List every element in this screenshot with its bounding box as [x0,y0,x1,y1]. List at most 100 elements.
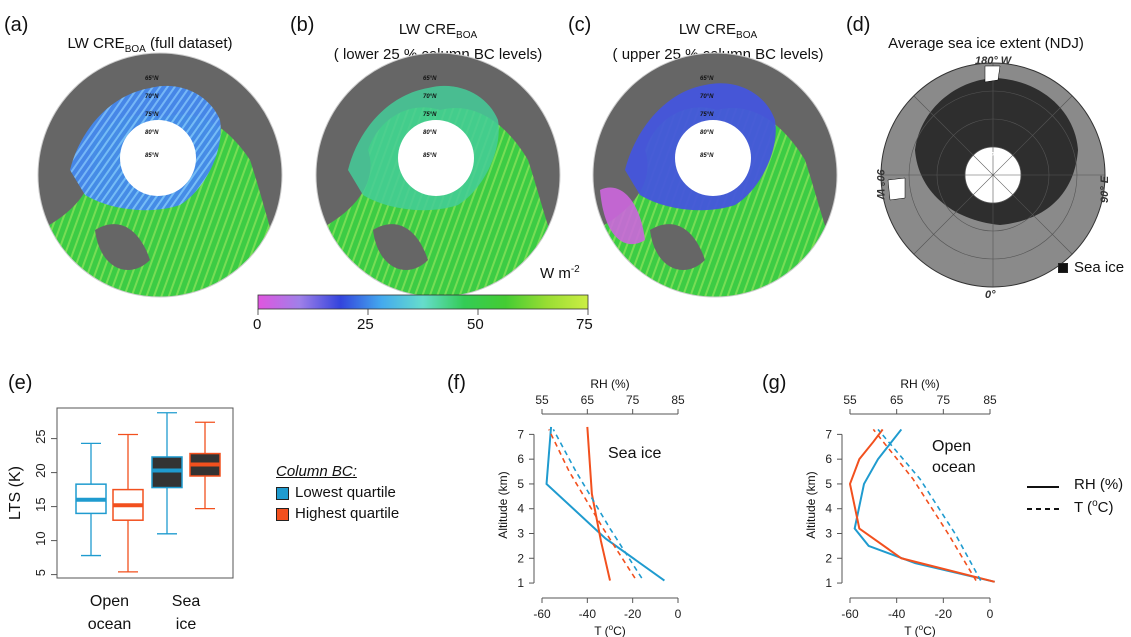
y-tick-label: 10 [33,531,48,545]
colorbar-unit: W m-2 [540,264,580,282]
y-tick-label: 2 [825,551,832,565]
map-d-lon-bottom: 0° [985,289,996,301]
map-d-lon-right: 90° E [1099,175,1111,203]
column-bc-legend-item-highest: Highest quartile [276,505,399,522]
lat-label: 85°N [700,153,714,159]
lat-label: 65°N [700,76,714,82]
y-axis-label: LTS (K) [7,466,24,520]
series-line [548,429,636,579]
y-tick-label: 5 [33,569,48,576]
panel-annotation: Open [932,438,971,455]
y-tick-label: 4 [517,502,524,516]
y-tick-label: 20 [33,463,48,477]
colorbar-ticks [257,309,589,315]
panel-d-title: Average sea ice extent (NDJ) [888,35,1084,52]
panel-a-title: LW CREBOA (full dataset) [67,35,233,55]
lat-label: 75°N [423,112,437,118]
x-tick-label: -40 [888,607,906,621]
x-axis-label-bottom: T (oC) [594,623,626,637]
y-axis-label: Altitude (km) [804,471,818,538]
lat-label: 75°N [145,112,159,118]
map-b [316,53,560,297]
sea-ice-legend: Sea ice [1058,259,1124,276]
x-tick-label: -60 [841,607,859,621]
lat-label: 85°N [423,153,437,159]
panel-annotation: ocean [932,459,976,476]
lat-label: 70°N [145,94,159,100]
map-a [38,53,282,297]
x-tick-label-top: 85 [983,393,997,407]
maps-svg: 65°N 70°N 75°N 80°N 85°N 65°N 70°N 75°N … [37,52,1111,315]
series-line [848,428,995,583]
x-tick-label: 0 [987,607,994,621]
x-tick-label-top: 65 [581,393,595,407]
series-line [545,426,665,582]
y-tick-label: 2 [517,551,524,565]
lat-label: 65°N [145,76,159,82]
y-tick-label: 1 [517,576,524,590]
lat-label: 75°N [700,112,714,118]
category-label: ocean [88,616,132,633]
y-tick-label: 3 [517,526,524,540]
legend-rh: RH (%) [1074,476,1124,493]
highest-swatch [276,507,289,521]
series-line [872,428,977,581]
x-tick-label: -20 [935,607,953,621]
x-tick-label-top: 75 [937,393,951,407]
x-tick-label: -40 [579,607,597,621]
category-label: Open [90,593,129,610]
colorbar-tick-label: 25 [357,316,374,333]
lat-label: 80°N [700,130,714,136]
column-bc-legend-item-lowest: Lowest quartile [276,484,396,501]
y-tick-label: 6 [825,452,832,466]
series-line [552,429,643,579]
legend-t: T (oC) [1074,498,1114,516]
lat-label: 65°N [423,76,437,82]
lat-label: 80°N [423,130,437,136]
colorbar-tick-label: 50 [467,316,484,333]
sea-ice-swatch [1058,263,1068,274]
category-label: ice [176,616,197,633]
map-d-lon-left: 90° W [874,169,886,201]
x-tick-label: -60 [533,607,551,621]
series-line [586,426,611,581]
panel-label-a: (a) [4,14,29,36]
lat-label: 70°N [423,94,437,100]
y-tick-label: 15 [33,497,48,511]
x-tick-label-top: 65 [890,393,904,407]
lowest-swatch [276,486,289,500]
lat-label: 70°N [700,94,714,100]
x-tick-label-top: 55 [535,393,549,407]
x-tick-label-top: 85 [671,393,685,407]
colorbar-tick-label: 75 [576,316,593,333]
panel-label-d: (d) [846,14,871,36]
panel-label-g: (g) [762,372,787,394]
lat-label: 80°N [145,130,159,136]
x-axis-label-top: RH (%) [900,377,939,391]
y-tick-label: 7 [825,427,832,441]
panel-annotation: Sea ice [608,445,661,462]
map-lat-labels: 65°N 70°N 75°N 80°N 85°N 65°N 70°N 75°N … [145,76,714,159]
map-d-lon-top: 180° W [975,55,1013,67]
colorbar-tick-label: 0 [253,316,262,333]
panel-label-b: (b) [290,14,315,36]
panel-label-e: (e) [8,372,33,394]
panel-label-f: (f) [447,372,466,394]
y-tick-label: 3 [825,526,832,540]
y-tick-label: 6 [517,452,524,466]
y-tick-label: 5 [825,477,832,491]
box-plot-frame [56,407,234,579]
panel-label-c: (c) [568,14,592,36]
x-axis-label-bottom: T (oC) [904,623,936,637]
map-d-pole-label: 85°N [978,151,1003,163]
x-tick-label-top: 75 [626,393,640,407]
column-bc-legend-title: Column BC: [276,463,357,480]
y-tick-label: 4 [825,502,832,516]
y-tick-label: 5 [517,477,524,491]
y-tick-label: 1 [825,576,832,590]
y-tick-label: 25 [33,429,48,443]
x-tick-label: 0 [675,607,682,621]
profile-legend-lines [1027,486,1059,510]
x-tick-label-top: 55 [843,393,857,407]
